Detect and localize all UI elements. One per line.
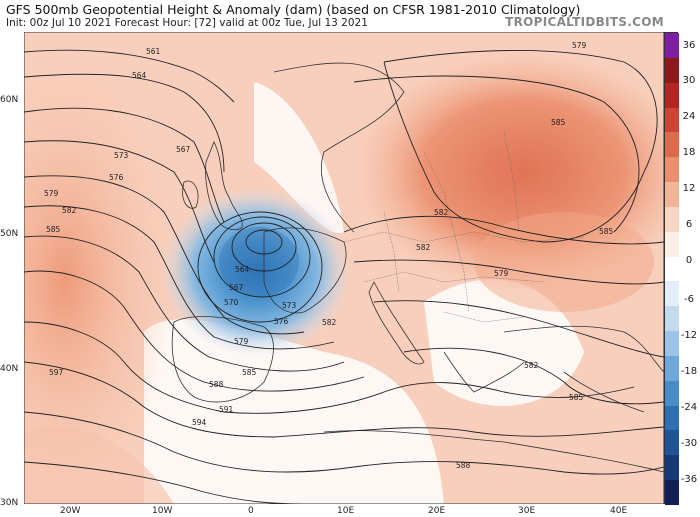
colorbar-segment: [665, 355, 679, 382]
cold-low-anomaly: [161, 187, 351, 357]
colorbar-segment: [665, 281, 679, 307]
greece: [443, 351, 525, 393]
longitude-label: 40E: [610, 506, 628, 516]
colorbar-tick: 6: [685, 219, 693, 230]
contour-label: 567: [229, 283, 244, 292]
colorbar-tick: 24: [682, 111, 696, 122]
contour-label: 588: [209, 380, 224, 389]
contour-label: 582: [62, 206, 77, 215]
ireland: [182, 180, 199, 209]
longitude-label: 20W: [60, 506, 81, 516]
colorbar-tick: 18: [682, 147, 696, 158]
latitude-label: 30N: [0, 498, 19, 508]
map-title: GFS 500mb Geopotential Height & Anomaly …: [6, 2, 581, 17]
colorbar-tick: 0: [685, 255, 693, 266]
latitude-label: 60N: [0, 95, 19, 105]
contour-label: 576: [109, 173, 124, 182]
contour-label: 585: [599, 227, 614, 236]
colorbar-segment: [665, 82, 679, 108]
contour-label: 573: [282, 301, 297, 310]
contour-label: 585: [242, 368, 257, 377]
colorbar-tick: 30: [682, 75, 696, 86]
contour-label: 579: [494, 269, 509, 278]
colorbar-tick: -6: [684, 294, 694, 305]
latitude-label: 40N: [0, 364, 19, 374]
colorbar-tick: -24: [680, 402, 698, 413]
contour-label: 582: [524, 361, 539, 370]
contour-label: 585: [551, 118, 566, 127]
contour-label: 582: [416, 243, 431, 252]
colorbar-tick: -30: [680, 438, 698, 449]
colorbar-segment: [665, 306, 679, 332]
neutral-zone-north: [254, 82, 344, 234]
brand-watermark: TROPICALTIDBITS.COM: [505, 15, 664, 29]
contour-label: 579: [572, 41, 587, 50]
colorbar-segment: [665, 380, 679, 407]
colorbar-tick: -12: [680, 330, 698, 341]
contour-label: 594: [192, 418, 207, 427]
colorbar-segment: [665, 480, 679, 506]
contour-label: 564: [235, 265, 250, 274]
forecast-map: 561 564 567 573 576 579 582 585 588 591 …: [24, 32, 664, 504]
contour-label: 564: [132, 71, 147, 80]
longitude-label: 0: [248, 506, 254, 516]
great-britain: [205, 141, 243, 231]
colorbar-segment: [665, 231, 679, 258]
colorbar-segment: [665, 331, 679, 357]
anomaly-colorbar: [664, 32, 679, 506]
borders: [343, 131, 585, 323]
iberia: [171, 316, 274, 403]
neutral-zone-east: [424, 279, 584, 406]
colorbar-segment: [665, 405, 679, 431]
colorbar-segment: [665, 430, 679, 456]
colorbar-tick: 12: [682, 183, 696, 194]
colorbar-segment: [665, 132, 679, 158]
contour-label: 579: [44, 189, 59, 198]
longitude-label: 10E: [337, 506, 355, 516]
colorbar-segment: [665, 206, 679, 233]
colorbar-segment: [665, 157, 679, 183]
warm-ridge-west: [24, 62, 174, 502]
colorbar-segment: [665, 107, 679, 133]
contour-label: 567: [176, 145, 191, 154]
longitude-label: 20E: [428, 506, 446, 516]
contour-label: 576: [274, 317, 289, 326]
north-africa: [323, 430, 664, 473]
contour-label: 597: [49, 368, 64, 377]
contour-label: 585: [569, 393, 584, 402]
colorbar-segment: [665, 33, 679, 59]
colorbar-segment: [665, 182, 679, 208]
colorbar-tick: -36: [680, 474, 698, 485]
contour-label: 588: [456, 461, 471, 470]
height-contours: [24, 49, 664, 504]
contour-label: 573: [114, 151, 129, 160]
colorbar-tick: -18: [680, 366, 698, 377]
contour-label-group: 561 564 567 573 576 579 582 585 588 591 …: [44, 41, 614, 470]
colorbar-segment: [665, 455, 679, 481]
latitude-label: 50N: [0, 229, 19, 239]
longitude-label: 30E: [518, 506, 536, 516]
contour-label: 582: [322, 318, 337, 327]
contour-label: 591: [219, 405, 234, 414]
colorbar-segment: [665, 57, 679, 84]
contour-label: 582: [434, 208, 449, 217]
map-subtitle: Init: 00z Jul 10 2021 Forecast Hour: [72…: [6, 17, 368, 29]
coastlines: [171, 62, 664, 473]
colorbar-segment: [665, 256, 679, 282]
scandinavia: [273, 62, 405, 233]
black-sea-shore: [503, 325, 664, 373]
colorbar-tick: 36: [682, 40, 696, 51]
contour-label: 579: [234, 337, 249, 346]
contour-label: 561: [146, 47, 161, 56]
longitude-label: 10W: [152, 506, 173, 516]
contour-label: 570: [224, 298, 239, 307]
contour-label: 585: [46, 225, 61, 234]
france: [263, 227, 347, 314]
italy: [368, 281, 425, 365]
